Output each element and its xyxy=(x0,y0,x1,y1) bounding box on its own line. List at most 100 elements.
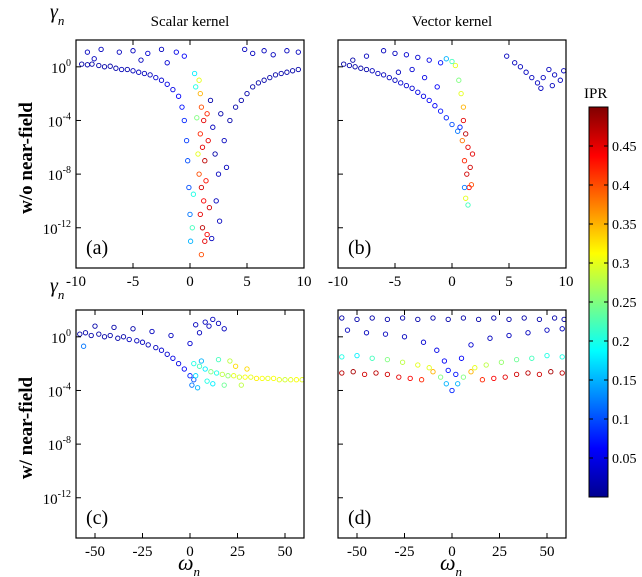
scatter-point xyxy=(491,315,497,321)
scatter-point xyxy=(415,54,421,61)
scatter-point xyxy=(549,82,555,89)
scatter-points xyxy=(341,48,566,208)
scatter-point xyxy=(498,359,505,365)
scatter-point xyxy=(120,334,127,340)
scatter-point xyxy=(369,315,375,321)
scatter-point xyxy=(244,366,250,372)
scatter-point xyxy=(215,320,222,327)
scatter-point xyxy=(248,374,254,380)
scatter-point xyxy=(189,225,195,231)
scatter-point xyxy=(89,61,95,67)
y-tick-label: 10-12 xyxy=(43,489,71,508)
x-tick-label: 5 xyxy=(243,274,251,290)
scatter-point xyxy=(91,56,97,62)
scatter-point xyxy=(193,373,199,379)
scatter-point xyxy=(456,77,462,83)
y-symbol-top: γn xyxy=(50,1,64,28)
panel-label: (c) xyxy=(86,507,108,529)
scatter-point xyxy=(559,326,565,332)
scatter-point xyxy=(449,387,455,394)
scatter-point xyxy=(350,369,356,375)
scatter-point xyxy=(458,355,465,361)
scatter-point xyxy=(209,235,215,242)
scatter-point xyxy=(504,53,510,59)
scatter-point xyxy=(561,68,566,74)
scatter-point xyxy=(199,144,206,150)
scatter-point xyxy=(384,371,391,378)
scatter-point xyxy=(465,144,471,150)
scatter-point xyxy=(536,371,543,378)
scatter-point xyxy=(197,90,203,97)
x-tick-label: -25 xyxy=(133,544,153,560)
scatter-point xyxy=(361,371,368,378)
scatter-point xyxy=(295,66,301,73)
scatter-point xyxy=(213,370,220,376)
panel-a: -10 -5 0 5 10 100 10-4 10-8 10-12 (a) xyxy=(43,39,312,290)
scatter-point xyxy=(259,375,265,382)
scatter-point xyxy=(179,104,185,110)
scatter-point xyxy=(363,53,370,59)
scatter-point xyxy=(420,93,427,99)
scatter-point xyxy=(409,85,415,91)
x-tick-label: 50 xyxy=(278,544,293,560)
scatter-point xyxy=(232,104,239,110)
scatter-point xyxy=(380,72,387,78)
scatter-point xyxy=(242,374,248,380)
scatter-point xyxy=(250,84,256,90)
scatter-point xyxy=(205,137,211,144)
scatter-point xyxy=(420,339,427,345)
scatter-point xyxy=(202,366,208,372)
panel-label: (a) xyxy=(86,237,108,259)
scatter-point xyxy=(204,111,210,117)
colorbar-tick-label: 0.1 xyxy=(612,413,630,428)
scatter-point xyxy=(168,332,174,339)
scatter-point xyxy=(398,80,404,86)
scatter-point xyxy=(210,381,216,387)
scatter-point xyxy=(339,315,345,321)
scatter-point xyxy=(250,50,256,57)
scatter-point xyxy=(231,373,237,379)
scatter-point xyxy=(529,74,535,81)
scatter-point xyxy=(399,359,406,365)
scatter-point xyxy=(191,70,198,77)
x-tick-label: 0 xyxy=(186,544,194,560)
scatter-point xyxy=(84,49,91,55)
scatter-point xyxy=(346,62,353,69)
scatter-point xyxy=(79,61,85,67)
scatter-point xyxy=(145,342,151,348)
scatter-point xyxy=(149,328,155,335)
x-symbol-left: ωn xyxy=(178,550,200,577)
scatter-point xyxy=(479,377,486,383)
scatter-point xyxy=(512,60,518,66)
scatter-point xyxy=(457,124,463,130)
scatter-point xyxy=(525,330,531,336)
scatter-point xyxy=(559,354,565,360)
scatter-point xyxy=(293,377,300,383)
scatter-point xyxy=(468,369,474,375)
colorbar-label: IPR xyxy=(584,86,607,102)
scatter-point xyxy=(395,69,402,75)
colorbar-tick-label: 0.05 xyxy=(612,452,637,467)
scatter-point xyxy=(523,69,529,75)
scatter-point xyxy=(198,184,205,191)
scatter-point xyxy=(185,158,191,164)
scatter-point xyxy=(77,331,83,337)
scatter-point xyxy=(506,332,512,339)
scatter-point xyxy=(189,382,195,388)
scatter-point xyxy=(453,371,459,378)
scatter-point xyxy=(467,164,473,171)
scatter-point xyxy=(386,74,392,81)
colorbar-tick-label: 0.2 xyxy=(612,335,630,350)
scatter-point xyxy=(382,331,389,337)
x-tick-label: -50 xyxy=(85,544,105,560)
scatter-point xyxy=(196,77,202,83)
scatter-point xyxy=(193,84,199,90)
scatter-point xyxy=(196,363,203,369)
scatter-point xyxy=(195,151,201,157)
scatter-point xyxy=(212,151,218,157)
colorbar-tick-label: 0.4 xyxy=(612,179,630,194)
x-tick-label: -50 xyxy=(347,544,367,560)
scatter-point xyxy=(373,370,379,376)
scatter-point xyxy=(529,355,535,361)
scatter-point xyxy=(210,124,216,130)
